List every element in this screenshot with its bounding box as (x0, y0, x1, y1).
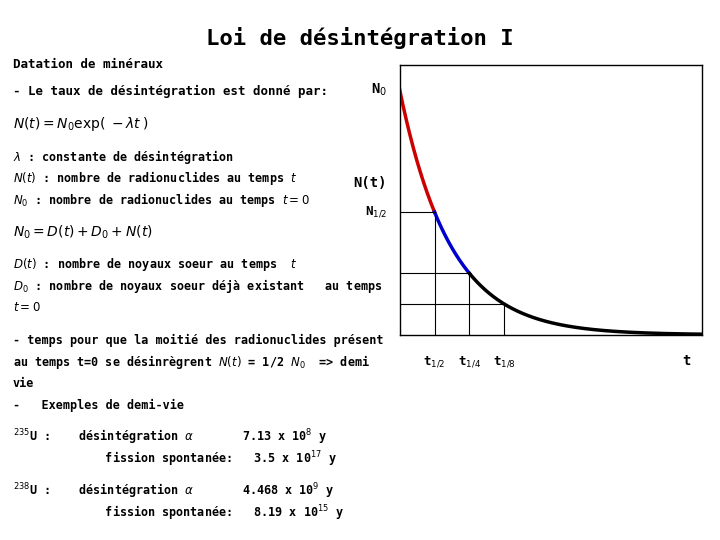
Text: $D(t)$ : nombre de noyaux soeur au temps  $t$: $D(t)$ : nombre de noyaux soeur au temps… (12, 256, 297, 273)
Text: fission spontanée:   3.5 x 10$^{17}$ y: fission spontanée: 3.5 x 10$^{17}$ y (12, 449, 336, 469)
Text: Datation de minéraux: Datation de minéraux (12, 58, 163, 71)
Text: $\lambda$ : constante de désintégration: $\lambda$ : constante de désintégration (12, 147, 233, 166)
Text: Loi de désintégration I: Loi de désintégration I (206, 27, 514, 49)
Text: $N_0$ : nombre de radionuclides au temps $t = 0$: $N_0$ : nombre de radionuclides au temps… (12, 191, 309, 209)
Text: fission spontanée:   8.19 x 10$^{15}$ y: fission spontanée: 8.19 x 10$^{15}$ y (12, 503, 343, 523)
Text: $N_0 = D(t) + D_0 + N(t)$: $N_0 = D(t) + D_0 + N(t)$ (12, 224, 152, 241)
Text: $^{238}$U :    désintégration $\alpha$       4.468 x 10$^9$ y: $^{238}$U : désintégration $\alpha$ 4.46… (12, 482, 334, 501)
Text: $D_0$ : nombre de noyaux soeur déjà existant   au temps: $D_0$ : nombre de noyaux soeur déjà exis… (12, 277, 382, 295)
Text: vie: vie (12, 377, 34, 390)
Text: $N(t) = N_0 \exp(\;-\lambda t\;)$: $N(t) = N_0 \exp(\;-\lambda t\;)$ (12, 115, 148, 133)
Text: N(t): N(t) (354, 176, 387, 190)
Text: $t = 0$: $t = 0$ (12, 301, 40, 314)
Text: t: t (683, 354, 691, 368)
Text: t$_{1/8}$: t$_{1/8}$ (493, 354, 516, 369)
Text: t$_{1/4}$: t$_{1/4}$ (458, 354, 481, 369)
Text: au temps t=0 se désinrègrent $N(t)$ = 1/2 $N_0$  => demi: au temps t=0 se désinrègrent $N(t)$ = 1/… (12, 353, 369, 371)
Text: $^{235}$U :    désintégration $\alpha$       7.13 x 10$^8$ y: $^{235}$U : désintégration $\alpha$ 7.13… (12, 428, 327, 447)
Text: -   Exemples de demi-vie: - Exemples de demi-vie (12, 399, 184, 411)
Text: - temps pour que la moitié des radionuclides présent: - temps pour que la moitié des radionucl… (12, 334, 383, 347)
Text: t$_{1/2}$: t$_{1/2}$ (423, 354, 446, 369)
Text: N$_{1/2}$: N$_{1/2}$ (364, 205, 387, 219)
Text: $N(t)$ : nombre de radionuclides au temps $t$: $N(t)$ : nombre de radionuclides au temp… (12, 169, 297, 187)
Text: N$_0$: N$_0$ (371, 81, 387, 98)
Text: - Le taux de désintégration est donné par:: - Le taux de désintégration est donné pa… (12, 85, 328, 98)
